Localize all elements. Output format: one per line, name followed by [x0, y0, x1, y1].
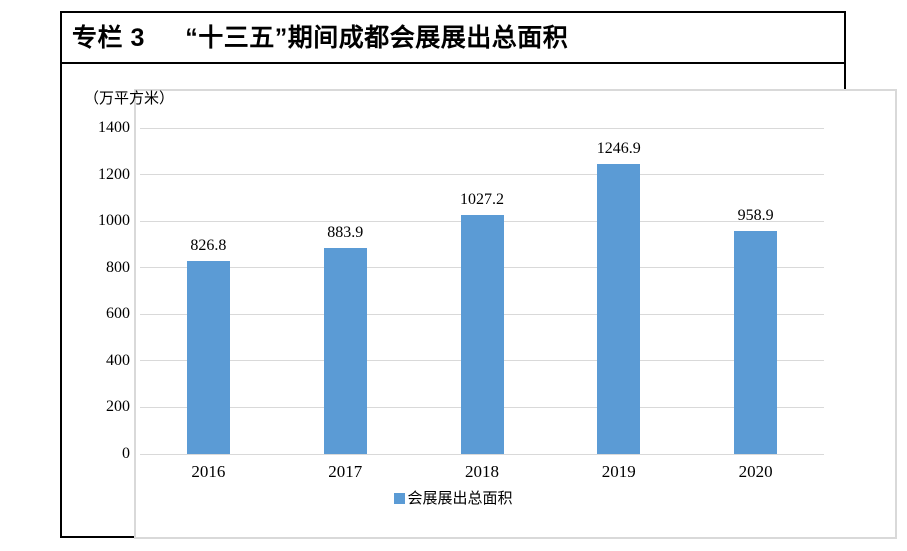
x-axis: 2016 2017 2018 2019 2020	[140, 463, 824, 483]
y-axis-tick-label: 400	[106, 351, 130, 369]
bar-2017	[323, 248, 367, 454]
gridline-1200	[140, 174, 824, 176]
x-axis-label-2020: 2020	[738, 462, 773, 481]
legend: 会展展出总面积	[72, 490, 835, 508]
y-axis-tick-label: 600	[106, 305, 130, 323]
bar-value-label-2018: 1027.2	[460, 190, 504, 208]
bar-2020	[734, 230, 778, 454]
y-axis-tick-label: 800	[106, 258, 130, 276]
bar-2019	[597, 163, 641, 454]
gridline-1400	[140, 127, 824, 129]
y-axis-tick-label: 1000	[98, 212, 130, 230]
y-axis: 0 200 400 600 800 1000 1200 1400	[58, 120, 130, 462]
bar-value-label-2019: 1246.9	[596, 139, 641, 157]
bar-2018	[460, 214, 504, 454]
legend-label: 会展展出总面积	[407, 491, 513, 507]
y-axis-unit-label: （万平方米）	[84, 91, 175, 107]
y-axis-tick-label: 1400	[98, 119, 130, 136]
panel-title: 专栏 3 “十三五”期间成都会展展出总面积	[62, 13, 844, 64]
bar-value-label-2017: 883.9	[327, 224, 364, 242]
y-axis-tick-label: 0	[122, 445, 130, 462]
x-axis-label-2016: 2016	[191, 462, 226, 481]
gridline-0	[140, 453, 824, 455]
legend-swatch-icon	[394, 493, 406, 504]
bar-2016	[186, 261, 230, 454]
bar-value-label-2020: 958.9	[737, 206, 774, 224]
x-axis-label-2017: 2017	[328, 462, 363, 481]
bar-value-label-2016: 826.8	[190, 237, 227, 255]
y-axis-tick-label: 1200	[98, 165, 130, 183]
x-axis-label-2018: 2018	[465, 462, 499, 481]
plot-area: 826.8 883.9 1027.2 1246.9 958.9	[140, 127, 824, 455]
x-axis-label-2019: 2019	[601, 462, 636, 481]
y-axis-tick-label: 200	[106, 398, 130, 416]
